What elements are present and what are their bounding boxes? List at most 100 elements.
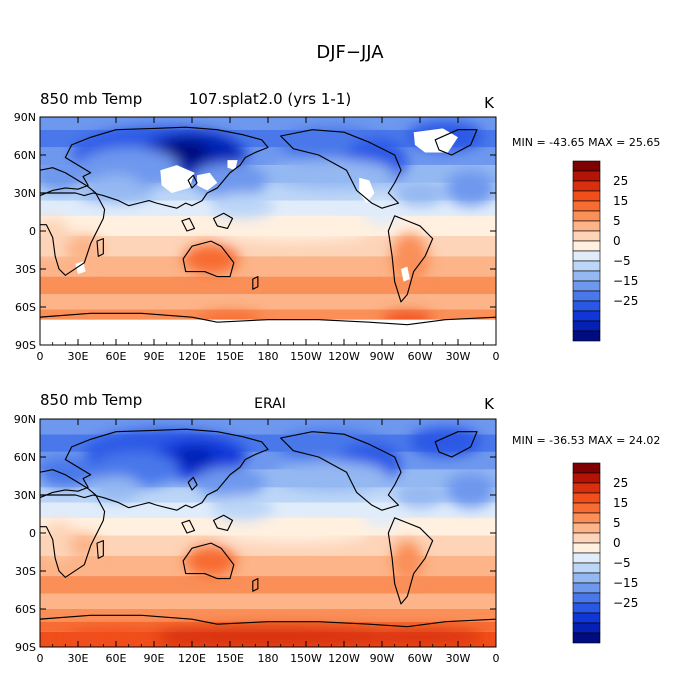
figure-title: DJF−JJA — [316, 42, 384, 63]
panel-reanalysis-field-anomaly — [40, 457, 94, 488]
panel-reanalysis-colorbar-swatch — [572, 522, 601, 534]
panel-reanalysis-colorbar-label: 5 — [613, 516, 621, 530]
panel-reanalysis-colorbar-label: 15 — [613, 496, 628, 510]
panel-reanalysis-map — [40, 419, 496, 647]
panel-reanalysis-field-anomaly — [211, 495, 275, 521]
panel-model-field-zonal-band — [40, 294, 496, 310]
panel-model-lon-tick-label: 150W — [290, 350, 322, 363]
panel-model-field-anomaly — [394, 180, 446, 206]
panel-model-field-zonal-band — [40, 236, 496, 257]
panel-model-colorbar-label: −15 — [613, 274, 638, 288]
panel-reanalysis-colorbar-swatch — [572, 462, 601, 474]
panel-model-colorbar-swatch — [572, 310, 601, 322]
panel-reanalysis-lon-tick-label: 60E — [106, 652, 127, 665]
panel-reanalysis-field-anomaly — [185, 545, 237, 577]
panel-model-field-zonal-band — [40, 182, 496, 201]
panel-model-colorbar-swatch — [572, 280, 601, 292]
panel-reanalysis-field-zonal-band — [40, 555, 496, 577]
panel-model-lon-tick-label: 0 — [37, 350, 44, 363]
panel-reanalysis-lon-tick-label: 120E — [178, 652, 206, 665]
panel-reanalysis-lat-tick-label: 60S — [15, 603, 36, 616]
panel-reanalysis-colorbar-swatch — [572, 492, 601, 504]
panel-model-lon-tick-label: 30W — [446, 350, 471, 363]
panel-model-lat-tick-label: 30N — [14, 187, 36, 200]
panel-model-lon-tick-label: 0 — [493, 350, 500, 363]
panel-reanalysis-colorbar-label: −15 — [613, 576, 638, 590]
panel-reanalysis-colorbar-label: −5 — [613, 556, 631, 570]
panel-reanalysis-field-zonal-band — [40, 593, 496, 609]
panel-model-field-anomaly — [65, 234, 104, 266]
panel-model-field-anomalies — [40, 120, 496, 328]
panel-reanalysis-colorbar-swatch — [572, 472, 601, 484]
panel-model-colorbar-swatch — [572, 300, 601, 312]
panel-model-field-anomaly — [390, 233, 429, 285]
panel-reanalysis: 850 mb Temp ERAI K MIN = -36.53 MAX = 24… — [14, 391, 661, 665]
panel-reanalysis-min-max-stats: MIN = -36.53 MAX = 24.02 — [512, 434, 660, 447]
panel-reanalysis-lon-tick-label: 150W — [290, 652, 322, 665]
panel-model-field-zonal-band — [40, 276, 496, 295]
panel-model-field-anomaly — [217, 220, 370, 242]
panel-reanalysis-coastlines — [40, 428, 496, 628]
panel-model-lon-tick-label: 60E — [106, 350, 127, 363]
panel-model-lat-tick-label: 60N — [14, 149, 36, 162]
panel-reanalysis-field-anomaly — [394, 482, 446, 508]
panel-model-field-anomaly — [40, 156, 85, 192]
panel-model-field-anomaly — [78, 182, 154, 204]
panel-reanalysis-colorbar-swatch — [572, 592, 601, 604]
panel-model-field-anomaly — [268, 158, 395, 190]
panel-reanalysis-field-zonal-band — [40, 487, 496, 503]
panel-reanalysis-lat-tick-label: 90N — [14, 413, 36, 426]
panel-reanalysis-colorbar-swatch — [572, 612, 601, 624]
panel-model-colorbar-swatch — [572, 330, 601, 342]
panel-reanalysis-colorbar-label: −25 — [613, 596, 638, 610]
panel-model-colorbar-swatch — [572, 220, 601, 232]
panel-reanalysis-field-anomaly — [363, 501, 401, 527]
panel-model-field-anomaly — [162, 139, 209, 166]
panel-reanalysis-colorbar-swatch — [572, 512, 601, 524]
panel-model-lon-tick-label: 120E — [178, 350, 206, 363]
panel-model-lon-tick-label: 90W — [370, 350, 395, 363]
panel-reanalysis-colorbar-swatch — [572, 582, 601, 594]
panel-model-lon-tick-label: 150E — [216, 350, 244, 363]
panel-model-lat-tick-label: 60S — [15, 301, 36, 314]
panel-reanalysis-colorbar-swatch — [572, 482, 601, 494]
panel-model-variable-label: 850 mb Temp — [40, 90, 142, 108]
panel-model-colorbar-label: 15 — [613, 194, 628, 208]
panel-reanalysis-field-anomaly — [274, 460, 389, 492]
panel-model-lat-tick-label: 0 — [29, 225, 36, 238]
panel-reanalysis-colorbar-label: 25 — [613, 476, 628, 490]
panel-reanalysis-colorbar-swatch — [572, 532, 601, 544]
panel-model-lat-tick-label: 90S — [15, 339, 36, 352]
panel-model-min-max-stats: MIN = -43.65 MAX = 25.65 — [512, 136, 660, 149]
panel-model-colorbar-swatch — [572, 230, 601, 242]
panel-reanalysis-colorbar-swatch — [572, 542, 601, 554]
panel-model-colorbar-swatch — [572, 270, 601, 282]
panel-model-colorbar-swatch — [572, 260, 601, 272]
panel-reanalysis-field-zonal-band — [40, 576, 496, 594]
panel-reanalysis-colorbar-swatch — [572, 562, 601, 574]
panel-reanalysis-field-anomaly — [65, 629, 167, 645]
panel-model-field-zonal-band — [40, 309, 496, 323]
panel-model-colorbar-swatch — [572, 250, 601, 262]
panel-model-colorbar: 25 15 5 0 −5 −15 −25 — [572, 160, 638, 342]
panel-reanalysis-colorbar-swatch — [572, 572, 601, 584]
panel-reanalysis-colorbar: 25 15 5 0 −5 −15 −25 — [572, 462, 638, 644]
panel-model-lon-tick-label: 60W — [408, 350, 433, 363]
panel-reanalysis-colorbar-swatch — [572, 502, 601, 514]
panel-reanalysis-field-anomaly — [69, 533, 100, 559]
panel-model-colorbar-swatch — [572, 320, 601, 332]
panel-model-lon-tick-label: 120W — [328, 350, 360, 363]
panel-reanalysis-field-anomaly — [217, 522, 370, 544]
panel-reanalysis-colorbar-swatch — [572, 552, 601, 564]
panel-model-map — [40, 117, 496, 345]
panel-model-colorbar-swatch — [572, 200, 601, 212]
panel-model-lon-tick-label: 30E — [68, 350, 89, 363]
panel-model-field-anomaly — [363, 199, 401, 225]
panel-model-colorbar-swatch — [572, 210, 601, 222]
panel-reanalysis-lat-tick-label: 90S — [15, 641, 36, 654]
panel-model-colorbar-swatch — [572, 290, 601, 302]
panel-reanalysis-field-zonal-band — [40, 609, 496, 622]
panel-reanalysis-field-zonal-band — [40, 535, 496, 556]
